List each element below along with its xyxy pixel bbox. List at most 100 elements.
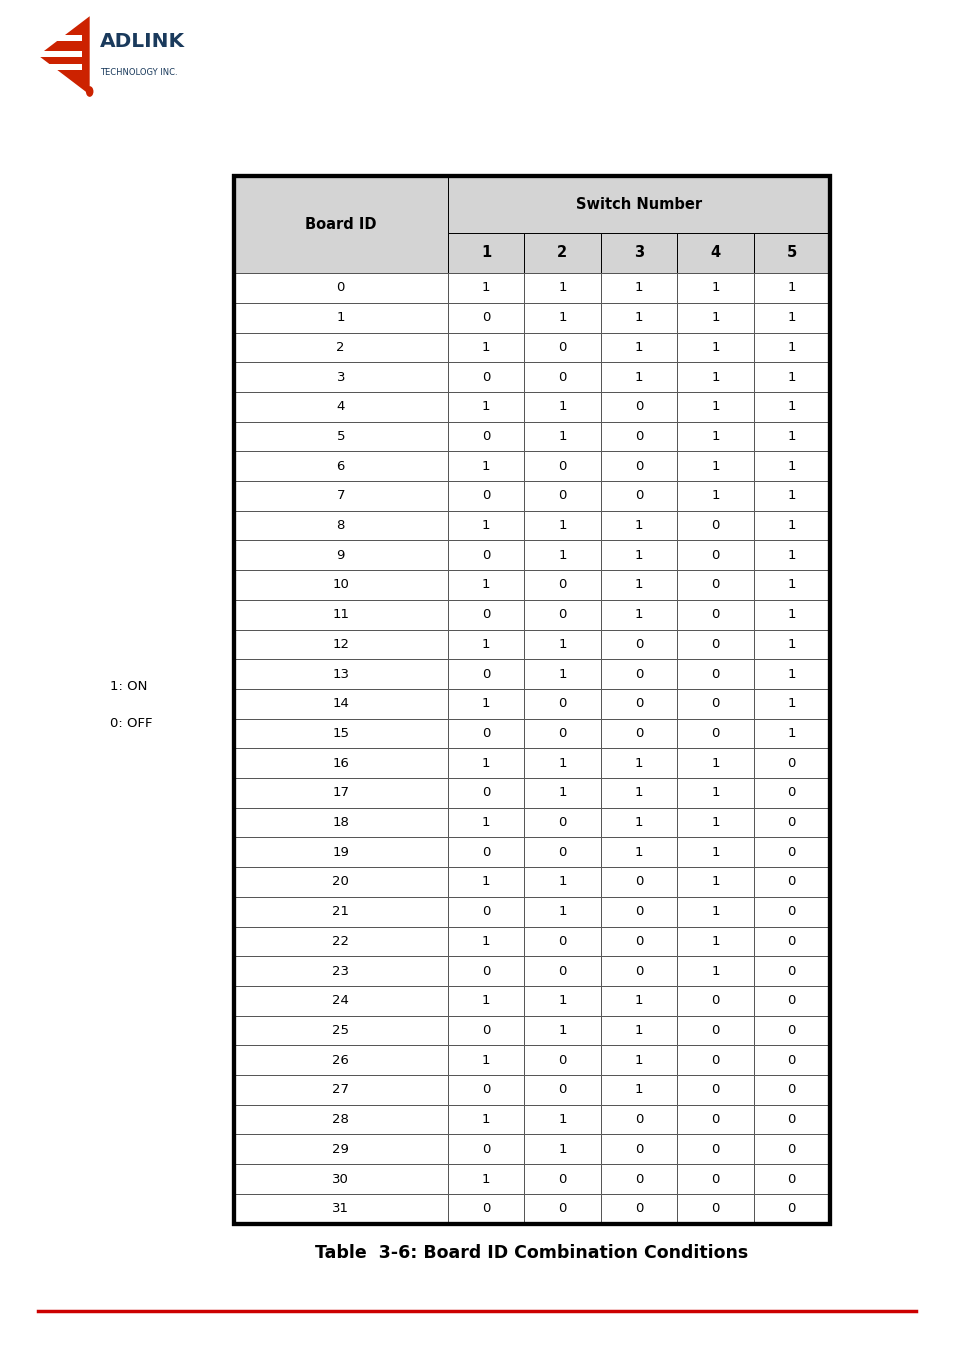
Bar xyxy=(447,660,523,690)
Bar xyxy=(233,176,829,1224)
Text: 2: 2 xyxy=(557,245,567,261)
Text: 0: 0 xyxy=(634,1172,642,1186)
Text: 1: 1 xyxy=(634,370,642,384)
Bar xyxy=(233,1134,447,1164)
Bar xyxy=(523,362,600,392)
Bar xyxy=(600,630,677,660)
Text: 0: 0 xyxy=(710,549,719,562)
Text: 1: 1 xyxy=(481,1172,490,1186)
Text: 22: 22 xyxy=(332,934,349,948)
Bar xyxy=(600,1164,677,1194)
Text: 0: 0 xyxy=(634,906,642,918)
Text: 0: 0 xyxy=(634,1202,642,1215)
Bar xyxy=(677,1045,753,1075)
Text: 0: 0 xyxy=(481,727,490,740)
Bar xyxy=(677,303,753,333)
Text: 0: 0 xyxy=(787,934,795,948)
Bar xyxy=(753,392,829,422)
Bar xyxy=(753,956,829,986)
Bar xyxy=(233,541,447,571)
Text: TECHNOLOGY INC.: TECHNOLOGY INC. xyxy=(100,68,177,77)
Bar xyxy=(233,392,447,422)
Text: 0: 0 xyxy=(558,579,566,591)
Bar xyxy=(753,452,829,481)
Text: 1: 1 xyxy=(481,1053,490,1067)
Bar xyxy=(523,273,600,303)
Bar xyxy=(677,481,753,511)
Bar xyxy=(600,273,677,303)
Bar xyxy=(447,867,523,896)
Text: 0: 0 xyxy=(787,994,795,1007)
Bar xyxy=(523,1194,600,1224)
Bar xyxy=(523,233,600,273)
Bar xyxy=(677,867,753,896)
Bar xyxy=(753,233,829,273)
Bar xyxy=(447,571,523,600)
Bar xyxy=(753,630,829,660)
Bar xyxy=(447,1134,523,1164)
Text: ADLINK: ADLINK xyxy=(100,32,185,51)
Bar xyxy=(677,777,753,807)
Bar xyxy=(523,956,600,986)
Bar xyxy=(38,65,82,70)
Bar xyxy=(523,1015,600,1045)
Bar xyxy=(233,1075,447,1105)
Bar xyxy=(233,777,447,807)
Text: 1: 1 xyxy=(786,698,795,710)
Bar xyxy=(233,867,447,896)
Text: 29: 29 xyxy=(332,1142,349,1156)
Text: 0: 0 xyxy=(634,1142,642,1156)
Text: 1: 1 xyxy=(558,787,566,799)
Bar xyxy=(523,452,600,481)
Text: Table  3-6: Board ID Combination Conditions: Table 3-6: Board ID Combination Conditio… xyxy=(314,1244,748,1263)
Bar xyxy=(677,1015,753,1045)
Bar xyxy=(600,511,677,541)
Text: 1: 1 xyxy=(558,876,566,888)
Text: 0: 0 xyxy=(558,1083,566,1096)
Bar xyxy=(600,1045,677,1075)
Text: 0: 0 xyxy=(787,1113,795,1126)
Text: 1: 1 xyxy=(710,460,719,473)
Bar xyxy=(447,422,523,452)
Bar xyxy=(677,837,753,867)
Text: 1: 1 xyxy=(481,994,490,1007)
Text: 1: 1 xyxy=(786,489,795,503)
Text: 10: 10 xyxy=(332,579,349,591)
Bar xyxy=(523,660,600,690)
Bar xyxy=(600,233,677,273)
Text: 0: 0 xyxy=(634,430,642,443)
Bar xyxy=(38,51,82,57)
Text: 17: 17 xyxy=(332,787,349,799)
Text: 1: 1 xyxy=(481,460,490,473)
Bar xyxy=(233,333,447,362)
Text: 0: 0 xyxy=(481,430,490,443)
Text: 19: 19 xyxy=(332,846,349,859)
Bar xyxy=(600,392,677,422)
Text: 0: 0 xyxy=(787,1142,795,1156)
Text: 1: 1 xyxy=(634,1053,642,1067)
Text: 0: 0 xyxy=(558,341,566,354)
Bar xyxy=(447,273,523,303)
Text: 0: 0 xyxy=(710,1172,719,1186)
Text: 0: 0 xyxy=(481,964,490,977)
Text: 1: 1 xyxy=(634,846,642,859)
Bar xyxy=(677,1105,753,1134)
Text: 1: 1 xyxy=(786,608,795,621)
Text: 1: 1 xyxy=(634,549,642,562)
Bar xyxy=(677,362,753,392)
Bar xyxy=(523,749,600,777)
Bar xyxy=(233,176,829,1224)
Bar xyxy=(447,1045,523,1075)
Text: 0: 0 xyxy=(710,994,719,1007)
Text: 0: 0 xyxy=(558,964,566,977)
Text: 1: 1 xyxy=(558,638,566,650)
Text: 1: 1 xyxy=(786,430,795,443)
Bar xyxy=(523,481,600,511)
Bar xyxy=(523,1134,600,1164)
Text: 1: 1 xyxy=(558,400,566,414)
Text: 0: OFF: 0: OFF xyxy=(110,718,152,730)
Bar xyxy=(233,660,447,690)
Bar xyxy=(753,1015,829,1045)
Bar xyxy=(233,176,447,273)
Bar xyxy=(447,362,523,392)
